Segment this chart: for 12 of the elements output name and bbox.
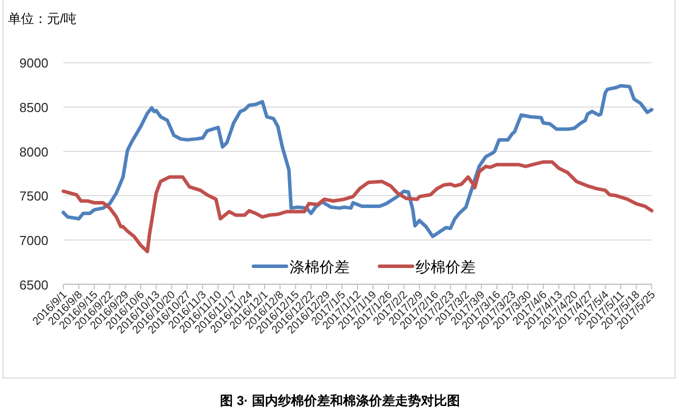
legend-label: 纱棉价差 xyxy=(416,258,476,276)
text: 图 3· 国内纱棉价差和棉涤价差走势对比图 xyxy=(220,393,460,408)
legend-label: 涤棉价差 xyxy=(290,258,350,276)
line-series xyxy=(62,160,654,254)
y-tick-label: 9000 xyxy=(19,56,48,71)
y-tick-label: 7000 xyxy=(19,232,48,248)
y-tick-label: 6500 xyxy=(19,277,48,292)
y-tick-label: 8500 xyxy=(19,100,48,116)
y-axis-title: 单位：元/吨 xyxy=(8,11,77,26)
y-tick-label: 7500 xyxy=(19,188,48,204)
y-tick-label: 8000 xyxy=(19,144,48,160)
line-series xyxy=(62,84,654,238)
